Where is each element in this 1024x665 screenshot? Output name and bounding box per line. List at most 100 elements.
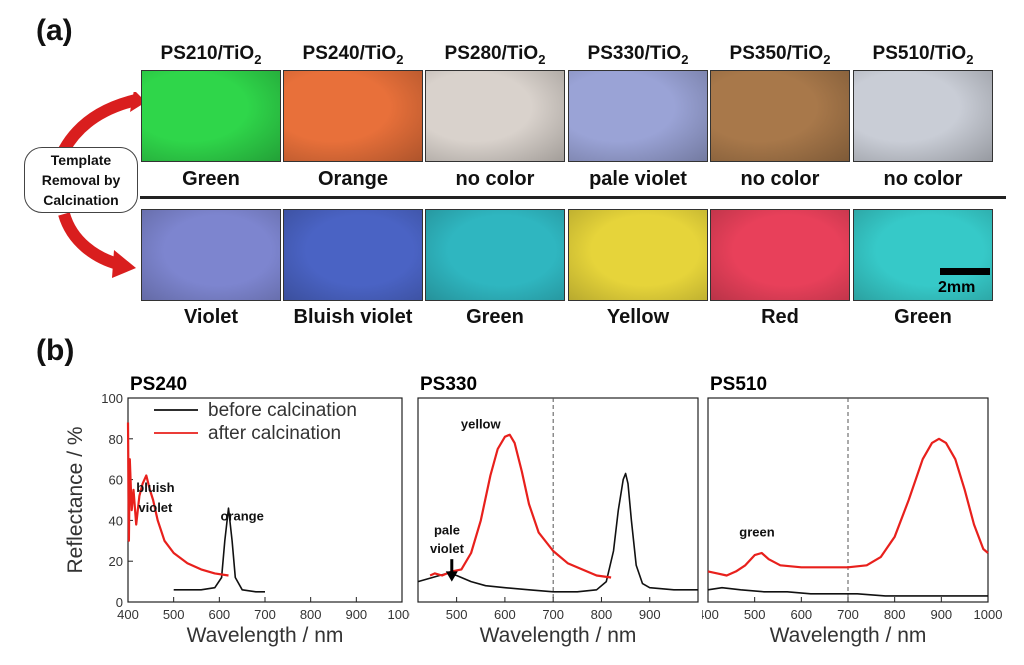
x-tick-label: 400 [117, 607, 139, 622]
y-tick-label: 80 [109, 432, 123, 447]
series-before-line [707, 586, 988, 597]
data-annotation: violet [138, 500, 173, 515]
x-tick-label: 400 [702, 607, 719, 622]
sample-photo-after [425, 209, 565, 301]
chart-ps510: PS510 400 500 600 700 800 900 1000 Wavelength / … [702, 374, 1003, 647]
data-annotation: bluish [136, 480, 174, 495]
sample-photo-before [710, 70, 850, 162]
x-tick-label: 900 [639, 607, 661, 622]
x-axis-label: Wavelength / nm [480, 624, 637, 647]
scale-bar [940, 268, 990, 275]
sample-photo-before [141, 70, 281, 162]
color-label-before: no color [740, 168, 820, 190]
sample-title-name: PS210/TiO [160, 43, 255, 64]
row-divider [140, 196, 1006, 199]
sample-title-subscript: 2 [396, 51, 404, 67]
arrow-up-head [130, 92, 144, 112]
x-axis-label: Wavelength / nm [187, 624, 344, 647]
sample-photo-before [283, 70, 423, 162]
x-tick-label: 500 [446, 607, 468, 622]
arrow-down-head [112, 250, 136, 278]
legend-entry: before calcination [208, 400, 357, 421]
legend-entry: after calcination [208, 423, 341, 444]
x-tick-label: 800 [300, 607, 322, 622]
calcination-arrows [58, 92, 144, 278]
panel-a-label: (a) [36, 14, 73, 47]
color-label-after: Green [466, 306, 524, 328]
x-tick-label: 1000 [974, 607, 1003, 622]
sample-photo-before [853, 70, 993, 162]
color-label-after: Red [761, 306, 799, 328]
data-annotation: pale [434, 523, 460, 538]
y-tick-label: 60 [109, 473, 123, 488]
y-tick-label: 100 [101, 391, 123, 406]
series-before-line [417, 472, 698, 593]
sample-title-name: PS240/TiO [302, 43, 397, 64]
sample-title: PS280/TiO2 [424, 43, 566, 67]
color-label-after: Green [894, 306, 952, 328]
y-tick-label: 20 [109, 554, 123, 569]
color-label-before: Orange [317, 168, 389, 190]
x-tick-label: 1000 [388, 607, 410, 622]
callout-line-1: Template [50, 152, 112, 168]
color-label-after: Yellow [606, 306, 670, 328]
panel-b-label: (b) [36, 334, 75, 367]
sample-title: PS210/TiO2 [140, 43, 282, 67]
sample-title-name: PS510/TiO [872, 43, 967, 64]
sample-photo-after [853, 209, 993, 301]
chart-ps240: PS240 400 500 600 700 800 900 1000 0 20 40 60 80 100 W… [64, 374, 410, 647]
series-after-line [707, 437, 989, 577]
sample-title-subscript: 2 [538, 51, 546, 67]
sample-photo-after [568, 209, 708, 301]
chart-title: PS510 [710, 374, 767, 395]
color-label-before: no color [883, 168, 963, 190]
sample-photo-after [283, 209, 423, 301]
x-tick-label: 900 [345, 607, 367, 622]
arrow-up-icon [58, 94, 138, 154]
color-label-before: pale violet [589, 168, 687, 190]
x-tick-label: 800 [884, 607, 906, 622]
color-label-after: Violet [183, 306, 239, 328]
sample-title-subscript: 2 [254, 51, 262, 67]
color-label-after: Bluish violet [293, 306, 413, 328]
sample-title-name: PS330/TiO [587, 43, 682, 64]
chart-title: PS330 [420, 374, 477, 395]
y-tick-label: 0 [116, 595, 123, 610]
color-label-before: no color [455, 168, 535, 190]
sample-title-name: PS280/TiO [444, 43, 539, 64]
series-after-line [429, 433, 612, 579]
series-after-line [126, 422, 229, 577]
x-tick-label: 500 [744, 607, 766, 622]
chart-title: PS240 [130, 374, 187, 395]
sample-photo-after [141, 209, 281, 301]
sample-title: PS510/TiO2 [852, 43, 994, 67]
data-annotation: orange [220, 508, 263, 523]
sample-photo-before [425, 70, 565, 162]
arrow-down-icon [58, 212, 120, 270]
pale-violet-arrowhead [445, 571, 458, 582]
series-before-line [173, 507, 265, 593]
calcination-callout: Template Removal by Calcination [24, 147, 138, 213]
sample-photo-after [710, 209, 850, 301]
plot-frame [417, 397, 699, 603]
sample-title-name: PS350/TiO [729, 43, 824, 64]
x-tick-label: 600 [790, 607, 812, 622]
x-tick-label: 700 [254, 607, 276, 622]
y-tick-label: 40 [109, 513, 123, 528]
sample-title-subscript: 2 [823, 51, 831, 67]
scale-bar-label: 2mm [938, 279, 976, 296]
sample-title: PS350/TiO2 [709, 43, 851, 67]
sample-photo-before [568, 70, 708, 162]
x-tick-label: 900 [930, 607, 952, 622]
x-tick-label: 700 [837, 607, 859, 622]
x-tick-label: 800 [591, 607, 613, 622]
sample-title-subscript: 2 [966, 51, 974, 67]
x-tick-label: 500 [163, 607, 185, 622]
x-tick-label: 600 [208, 607, 230, 622]
x-tick-label: 600 [494, 607, 516, 622]
callout-line-3: Calcination [43, 192, 119, 208]
x-axis-label: Wavelength / nm [770, 624, 927, 647]
data-annotation: green [739, 525, 774, 540]
y-axis-label: Reflectance / % [64, 426, 87, 573]
